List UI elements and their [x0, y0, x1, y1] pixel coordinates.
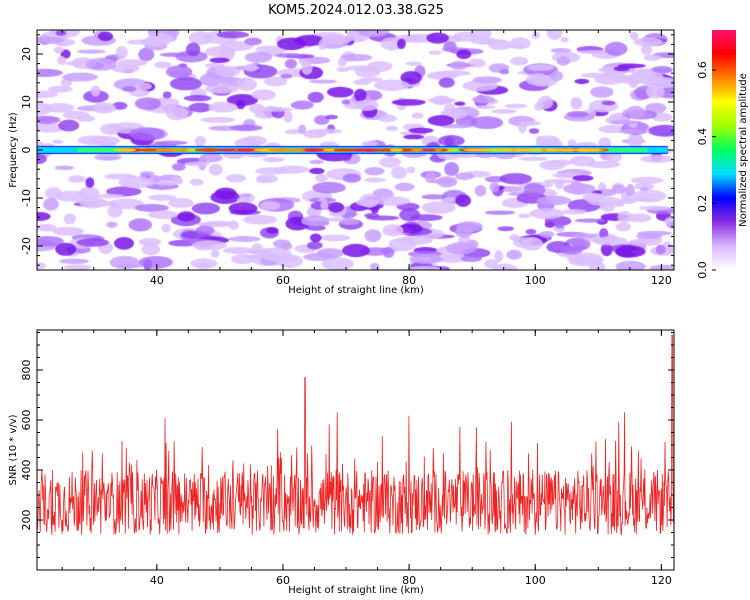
snr-frame: [36, 329, 675, 571]
snr-series-line: [37, 334, 674, 536]
x-tick-label: 60: [276, 574, 290, 587]
spectrogram-panel: 40 60 80 100 120 -20 -10 0 10 20 Height of strai…: [8, 29, 675, 296]
snr-x-label: Height of straight line (km): [288, 585, 424, 596]
y-tick-label: 600: [20, 410, 33, 431]
y-tick-label: 0: [20, 147, 33, 154]
x-tick-label: 100: [525, 574, 546, 587]
y-tick-label: 800: [20, 360, 33, 381]
x-tick-label: 80: [402, 574, 416, 587]
snr-x-ticks: 40 60 80 100 120: [61, 330, 672, 587]
spectrogram-x-label: Height of straight line (km): [288, 285, 424, 296]
y-tick-label: 10: [20, 95, 33, 109]
snr-panel: 40 60 80 100 120 200 400 600 800 Height of stra…: [8, 329, 675, 596]
colorbar: 0.0 0.2 0.4 0.6 Normalized spectral amplitu…: [696, 30, 749, 279]
colorbar-gradient: [712, 30, 736, 270]
snr-y-label: SNR (10 * v/v): [8, 414, 19, 485]
colorbar-ticks: 0.0 0.2 0.4 0.6: [696, 61, 716, 279]
y-tick-label: 20: [20, 47, 33, 61]
y-tick-label: -10: [20, 189, 33, 207]
colorbar-tick-label: 0.0: [696, 261, 709, 279]
x-tick-label: 120: [651, 574, 672, 587]
y-tick-label: 400: [20, 460, 33, 481]
colorbar-tick-label: 0.2: [696, 195, 709, 213]
colorbar-label: Normalized spectral amplitude: [738, 73, 749, 227]
x-tick-label: 100: [525, 274, 546, 287]
y-tick-label: 200: [20, 510, 33, 531]
x-tick-label: 120: [651, 274, 672, 287]
colorbar-tick-label: 0.6: [696, 61, 709, 79]
x-tick-label: 40: [150, 574, 164, 587]
spectrogram-y-label: Frequency (Hz): [8, 112, 19, 188]
spectrogram-x-ticks: 40 60 80 100 120: [61, 30, 672, 287]
snr-y-ticks: 200 400 600 800: [20, 332, 674, 571]
figure-title: KOM5.2024.012.03.38.G25: [268, 3, 444, 18]
colorbar-tick-label: 0.4: [696, 128, 709, 146]
spectrogram-heatmap: [37, 30, 674, 270]
x-tick-label: 40: [150, 274, 164, 287]
x-tick-label: 60: [276, 274, 290, 287]
y-tick-label: -20: [20, 237, 33, 255]
spectrogram-y-ticks: -20 -10 0 10 20: [20, 34, 674, 266]
x-tick-label: 80: [402, 274, 416, 287]
